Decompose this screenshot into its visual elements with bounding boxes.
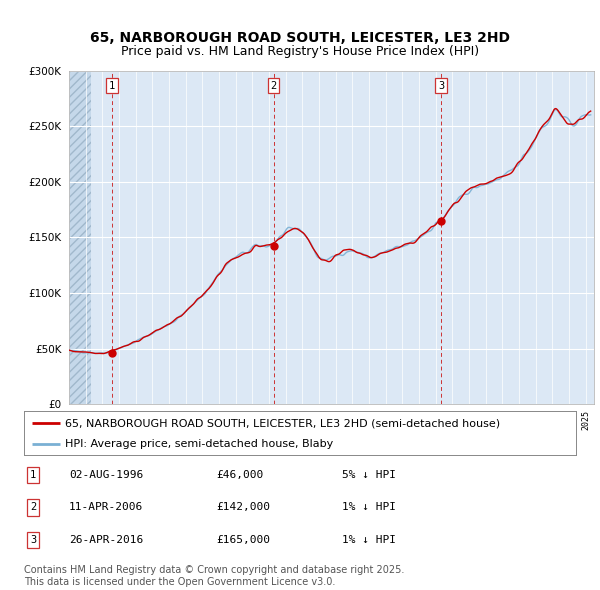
Text: 65, NARBOROUGH ROAD SOUTH, LEICESTER, LE3 2HD: 65, NARBOROUGH ROAD SOUTH, LEICESTER, LE…	[90, 31, 510, 45]
Text: £46,000: £46,000	[216, 470, 263, 480]
Text: HPI: Average price, semi-detached house, Blaby: HPI: Average price, semi-detached house,…	[65, 440, 334, 450]
Bar	[69, 71, 91, 404]
Text: £165,000: £165,000	[216, 535, 270, 545]
Text: £142,000: £142,000	[216, 503, 270, 512]
Text: 1: 1	[30, 470, 36, 480]
Text: 1% ↓ HPI: 1% ↓ HPI	[342, 535, 396, 545]
Text: Price paid vs. HM Land Registry's House Price Index (HPI): Price paid vs. HM Land Registry's House …	[121, 45, 479, 58]
Text: 5% ↓ HPI: 5% ↓ HPI	[342, 470, 396, 480]
Text: 1: 1	[109, 81, 115, 91]
Text: 26-APR-2016: 26-APR-2016	[69, 535, 143, 545]
Text: 65, NARBOROUGH ROAD SOUTH, LEICESTER, LE3 2HD (semi-detached house): 65, NARBOROUGH ROAD SOUTH, LEICESTER, LE…	[65, 418, 500, 428]
Text: 2: 2	[30, 503, 36, 512]
Text: 3: 3	[438, 81, 444, 91]
Text: 02-AUG-1996: 02-AUG-1996	[69, 470, 143, 480]
Text: 1% ↓ HPI: 1% ↓ HPI	[342, 503, 396, 512]
Text: 2: 2	[271, 81, 277, 91]
Text: Contains HM Land Registry data © Crown copyright and database right 2025.
This d: Contains HM Land Registry data © Crown c…	[24, 565, 404, 587]
Text: 3: 3	[30, 535, 36, 545]
Text: 11-APR-2006: 11-APR-2006	[69, 503, 143, 512]
